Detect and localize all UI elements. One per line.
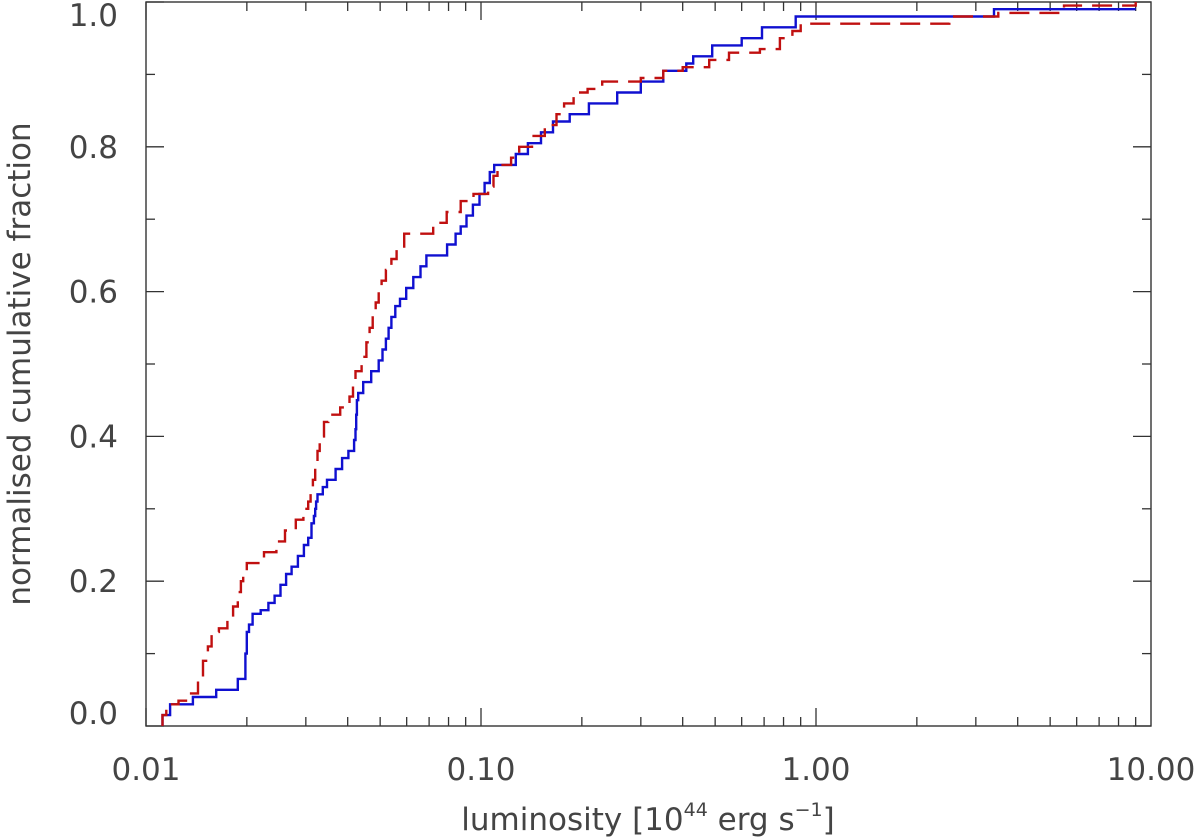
- y-tick-label: 0.6: [69, 275, 118, 311]
- y-axis-label: normalised cumulative fraction: [2, 122, 38, 605]
- x-tick-label: 0.10: [446, 752, 515, 788]
- y-tick-label: 0.4: [69, 419, 118, 455]
- x-tick-label: 1.00: [781, 752, 850, 788]
- plot-frame: [145, 1, 1152, 727]
- solid-series-line: [161, 7, 1136, 726]
- tick-labels: 0.01 0.10 1.00 10.00 0.0 0.2 0.4 0.6 0.8 1.0: [69, 0, 1196, 788]
- x-axis-label: luminosity [1044 erg s−1]: [461, 799, 834, 838]
- x-tick-label: 10.00: [1107, 752, 1196, 788]
- axis-ticks: [145, 1, 1151, 727]
- y-tick-label: 0.2: [69, 564, 118, 600]
- y-tick-label: 0.0: [69, 696, 118, 732]
- x-tick-label: 0.01: [111, 752, 180, 788]
- y-tick-label: 0.8: [69, 130, 118, 166]
- dashed-series-line: [161, 2, 1137, 726]
- series-layer: [161, 2, 1137, 726]
- y-tick-label: 1.0: [69, 0, 118, 34]
